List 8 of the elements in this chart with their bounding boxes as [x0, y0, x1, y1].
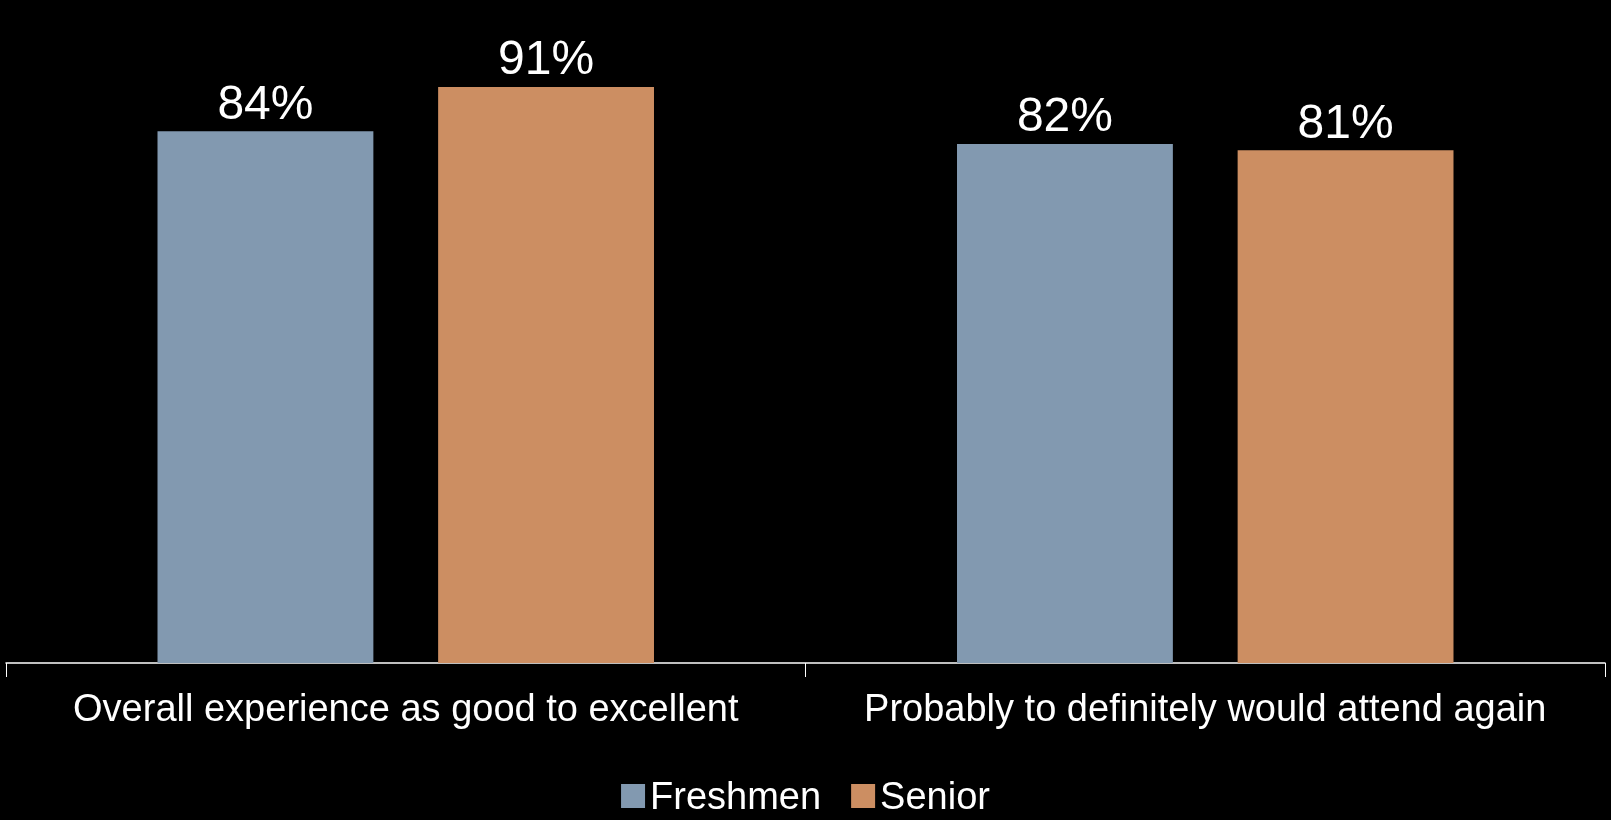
x-tick-label: Overall experience as good to excellent [73, 687, 739, 729]
x-tick-label: Probably to definitely would attend again [864, 687, 1547, 729]
data-label: 91% [498, 31, 595, 85]
legend-label: Freshmen [650, 775, 822, 817]
data-label: 81% [1297, 94, 1394, 148]
legend-label: Senior [880, 775, 991, 817]
data-label: 82% [1016, 88, 1113, 142]
data-label: 84% [217, 75, 314, 129]
